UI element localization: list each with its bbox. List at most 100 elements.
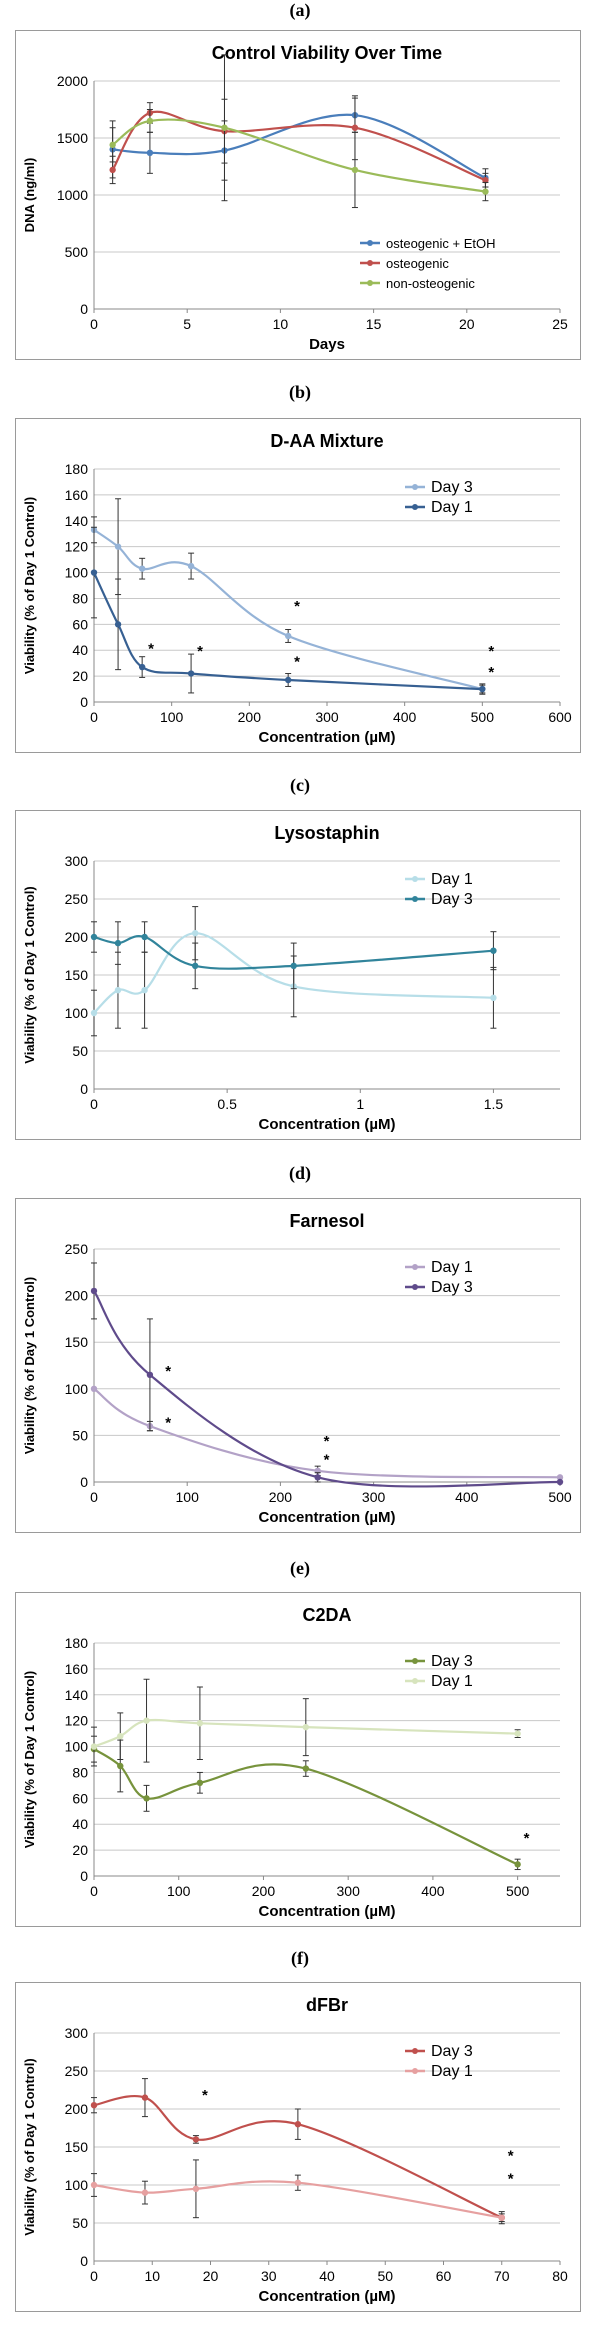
series-line — [93, 2180, 502, 2219]
data-point — [302, 1765, 310, 1772]
legend-marker — [412, 1678, 418, 1684]
chart-dfbr: dFBr 0 50 100 150 200 250 300 0 10 20 30 40 50 60 70 80 C… — [15, 1982, 581, 2312]
data-point — [146, 149, 154, 157]
legend-marker — [412, 876, 418, 882]
y-tick-label: 180 — [65, 461, 89, 477]
y-tick-label: 150 — [65, 2139, 89, 2155]
series-line — [93, 1290, 561, 1488]
significance-star: * — [165, 1363, 171, 1380]
x-tick-label: 0 — [90, 709, 98, 725]
x-tick-label: 0 — [90, 2268, 98, 2284]
data-point — [114, 543, 122, 550]
data-point — [141, 2189, 149, 2196]
data-point — [141, 2094, 149, 2101]
legend-marker — [412, 2068, 418, 2074]
x-tick-label: 0 — [90, 1096, 98, 1112]
x-axis-label: Concentration (µM) — [259, 1509, 396, 1526]
legend-label: Day 1 — [431, 871, 473, 888]
panel-label-d: (d) — [289, 1163, 311, 1183]
data-point — [490, 947, 497, 954]
data-point — [294, 2179, 302, 2186]
legend-marker — [367, 240, 373, 246]
x-tick-label: 20 — [203, 2268, 219, 2284]
data-point — [141, 933, 148, 941]
legend-label: Day 1 — [431, 2063, 473, 2080]
x-axis-label: Concentration (µM) — [259, 2288, 396, 2305]
y-tick-label: 0 — [80, 2253, 88, 2269]
data-point — [90, 1743, 98, 1750]
legend-marker — [367, 260, 373, 266]
y-tick-label: 2000 — [57, 73, 88, 89]
y-tick-label: 0 — [80, 301, 88, 317]
y-tick-label: 40 — [72, 1816, 88, 1832]
x-tick-label: 400 — [455, 1489, 479, 1505]
x-tick-label: 15 — [366, 316, 382, 332]
x-tick-label: 500 — [506, 1883, 530, 1899]
y-tick-label: 200 — [65, 929, 89, 945]
y-tick-label: 20 — [72, 668, 88, 684]
significance-star: * — [488, 643, 494, 660]
legend-label: Day 3 — [431, 891, 473, 908]
data-point — [498, 2214, 505, 2221]
chart-title: C2DA — [302, 1605, 351, 1625]
data-point — [90, 1287, 98, 1295]
y-tick-label: 80 — [72, 1764, 88, 1780]
y-tick-label: 160 — [65, 487, 89, 503]
data-point — [221, 124, 228, 131]
panel-label-e: (e) — [290, 1558, 310, 1578]
chart-farnesol: Farnesol 0 50 100 150 200 250 0 100 200 300 400 500 C… — [15, 1198, 581, 1533]
x-axis-label: Days — [309, 336, 345, 353]
y-tick-label: 160 — [65, 1661, 89, 1677]
data-point — [138, 663, 146, 671]
y-tick-label: 250 — [65, 891, 89, 907]
series-line — [93, 1387, 561, 1479]
x-axis-label: Concentration (µM) — [259, 1116, 396, 1133]
x-tick-label: 200 — [252, 1883, 276, 1899]
x-tick-label: 1.5 — [484, 1096, 504, 1112]
y-tick-label: 1000 — [57, 187, 88, 203]
x-tick-label: 0 — [90, 316, 98, 332]
y-axis-label: Viability (% of Day 1 Control) — [22, 2058, 37, 2235]
y-tick-label: 50 — [72, 1427, 88, 1443]
data-point — [90, 2181, 98, 2189]
data-point — [302, 1723, 310, 1731]
significance-star: * — [294, 654, 300, 671]
x-tick-label: 10 — [144, 2268, 160, 2284]
legend-label: Day 3 — [431, 479, 473, 496]
series-line — [93, 528, 483, 691]
chart-svg-1: D-AA Mixture 0 20 40 60 80 100 120 140 160 180 0 100… — [22, 431, 572, 746]
y-tick-label: 80 — [72, 590, 88, 606]
data-point — [351, 166, 359, 174]
data-point — [192, 2185, 200, 2192]
x-tick-label: 0 — [90, 1883, 98, 1899]
data-point — [114, 939, 122, 947]
x-tick-label: 50 — [377, 2268, 393, 2284]
y-tick-label: 0 — [80, 1868, 88, 1884]
x-tick-label: 300 — [337, 1883, 361, 1899]
data-point — [138, 565, 146, 572]
data-point — [196, 1779, 204, 1786]
y-tick-label: 100 — [65, 1739, 89, 1755]
panel-label-b: (b) — [289, 382, 311, 402]
data-point — [294, 2121, 302, 2128]
significance-star: * — [165, 1414, 171, 1431]
x-tick-label: 100 — [167, 1883, 191, 1899]
significance-star: * — [197, 643, 203, 660]
y-tick-label: 40 — [72, 642, 88, 658]
y-tick-label: 0 — [80, 694, 88, 710]
series-line — [111, 118, 486, 193]
data-point — [556, 1478, 564, 1486]
legend-label: osteogenic — [386, 256, 449, 271]
y-axis-label: DNA (ng/ml) — [22, 158, 37, 233]
y-tick-label: 100 — [65, 1005, 89, 1021]
x-tick-label: 200 — [238, 709, 262, 725]
data-point — [290, 962, 297, 970]
x-tick-label: 300 — [315, 709, 339, 725]
x-tick-label: 0.5 — [217, 1096, 237, 1112]
significance-star: * — [202, 2087, 208, 2104]
legend-marker — [412, 1264, 418, 1270]
x-tick-label: 400 — [393, 709, 417, 725]
data-point — [90, 933, 98, 941]
significance-star: * — [148, 641, 154, 658]
legend-marker — [412, 896, 418, 902]
